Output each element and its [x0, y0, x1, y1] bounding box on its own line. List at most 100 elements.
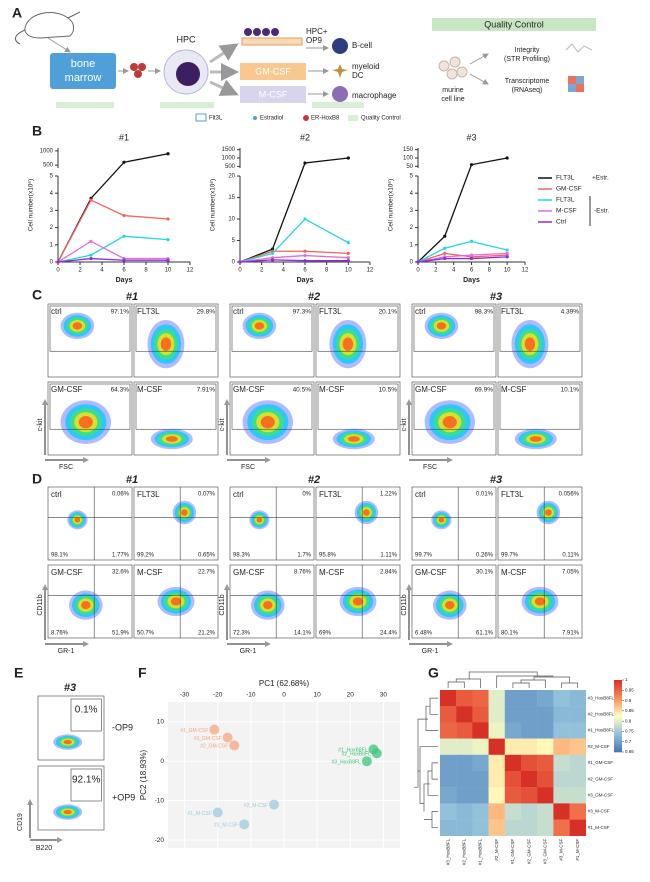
legend-icon	[253, 116, 257, 120]
colorbar-step	[614, 724, 622, 727]
quadrant-percent: 99.2%	[137, 553, 155, 559]
pca-point	[371, 748, 382, 759]
gate-percent: 7.91%	[197, 387, 216, 394]
qc-bar	[312, 102, 364, 108]
quadrant-percent: 1.7%	[297, 553, 311, 559]
heatmap-cell	[553, 738, 570, 755]
heatmap-cell	[504, 722, 522, 739]
point	[505, 251, 509, 255]
x-tick-label: 4	[282, 268, 286, 274]
colorbar-step	[614, 728, 622, 731]
colorbar-step	[614, 750, 622, 753]
chart-title: #3	[466, 132, 476, 142]
sample-name: FLT3L	[137, 490, 160, 499]
colorbar-step	[614, 730, 622, 733]
y-tick-label: 2	[50, 225, 54, 231]
label: Quality Control	[484, 19, 544, 29]
sample-name: M-CSF	[319, 568, 344, 577]
sample-name: ctrl	[233, 307, 244, 316]
heatmap-cell	[553, 706, 570, 723]
y-tick-label: 500	[225, 164, 236, 170]
heatmap-cell	[472, 803, 489, 820]
point	[346, 156, 350, 160]
quadrant-percent: 61.1%	[476, 631, 494, 637]
point	[89, 239, 93, 243]
gate	[413, 383, 495, 430]
point	[469, 163, 474, 167]
quadrant-percent: 98.3%	[233, 553, 251, 559]
quadrant-percent: 7.91%	[562, 631, 580, 637]
cell-density	[81, 601, 91, 610]
y-tick-label: 1000	[222, 156, 236, 162]
sample-name: ctrl	[51, 307, 62, 316]
colorbar-step	[614, 710, 622, 713]
quadrant-percent: 99.7%	[501, 553, 519, 559]
series-line	[417, 252, 508, 263]
point-label: #1_HoxB8FL	[338, 748, 367, 754]
x-axis-label: GR-1	[422, 648, 439, 655]
quadrant-percent: 0.06%	[112, 492, 130, 498]
gate	[317, 305, 399, 352]
heatmap-cell	[440, 771, 457, 788]
label: macrophage	[352, 91, 397, 100]
quadrant-percent: 6.48%	[415, 631, 433, 637]
legend-icon	[303, 115, 309, 121]
heatmap-cell	[521, 722, 538, 739]
x-tick-label: 12	[187, 268, 194, 274]
point	[270, 258, 275, 262]
str-icon	[565, 43, 593, 53]
x-axis-label: Days	[116, 277, 133, 284]
label: cell line	[441, 96, 464, 103]
mouse	[14, 11, 81, 45]
heatmap-cell	[504, 690, 522, 707]
heatmap-cell	[488, 754, 505, 772]
panel-letter: A	[12, 5, 22, 21]
cell-density	[534, 597, 546, 606]
flow-plot	[229, 486, 315, 561]
heatmap-cell	[569, 690, 586, 707]
cell-density	[438, 517, 445, 523]
cell-density	[363, 509, 370, 516]
legend-label: GM-CSF	[556, 186, 582, 193]
label: Transcriptome	[505, 78, 550, 85]
point	[122, 234, 126, 238]
x-axis-label: FSC	[241, 464, 255, 471]
quadrant-percent: 51.9%	[112, 631, 130, 637]
colorbar-step	[614, 708, 622, 711]
arrow	[469, 73, 489, 85]
colorbar-step	[614, 702, 622, 705]
arrow	[209, 79, 239, 96]
quadrant-percent: 0.056%	[559, 492, 580, 498]
flow-plot	[47, 303, 133, 378]
y-tick-label: 10	[228, 217, 235, 223]
x-tick-label: 0	[416, 268, 420, 274]
cell-density	[352, 597, 364, 606]
quadrant-percent: 8.76%	[294, 570, 312, 576]
point-label: #2_GM-CSF	[200, 744, 228, 750]
heatmap-cell	[504, 787, 522, 804]
cell-density	[529, 436, 542, 442]
heatmap-cell	[456, 722, 473, 739]
label: (STR Profiling)	[504, 56, 550, 63]
cell-density	[74, 517, 81, 523]
heatmap-cell	[521, 819, 538, 836]
series-line	[57, 240, 168, 263]
point	[469, 253, 474, 257]
y-tick-label: 0	[410, 260, 414, 266]
y-tick-label: 2	[410, 225, 414, 231]
gate-percent: 98.3%	[475, 309, 494, 316]
quadrant-percent: 0.01%	[476, 492, 494, 498]
y-tick-label: 0	[232, 260, 236, 266]
x-axis-label: FSC	[59, 464, 73, 471]
x-tick-label: 0	[56, 268, 60, 274]
heatmap-cell	[521, 738, 538, 755]
heatmap-cell	[472, 771, 489, 788]
gate	[231, 383, 313, 430]
quadrant-percent: 98.1%	[51, 553, 69, 559]
gate	[317, 383, 399, 430]
gate	[135, 383, 217, 430]
heatmap-cell	[537, 754, 554, 772]
heatmap-cell	[521, 803, 538, 820]
y-tick-label: 1	[410, 242, 414, 248]
hpc-nucleus	[176, 62, 200, 86]
